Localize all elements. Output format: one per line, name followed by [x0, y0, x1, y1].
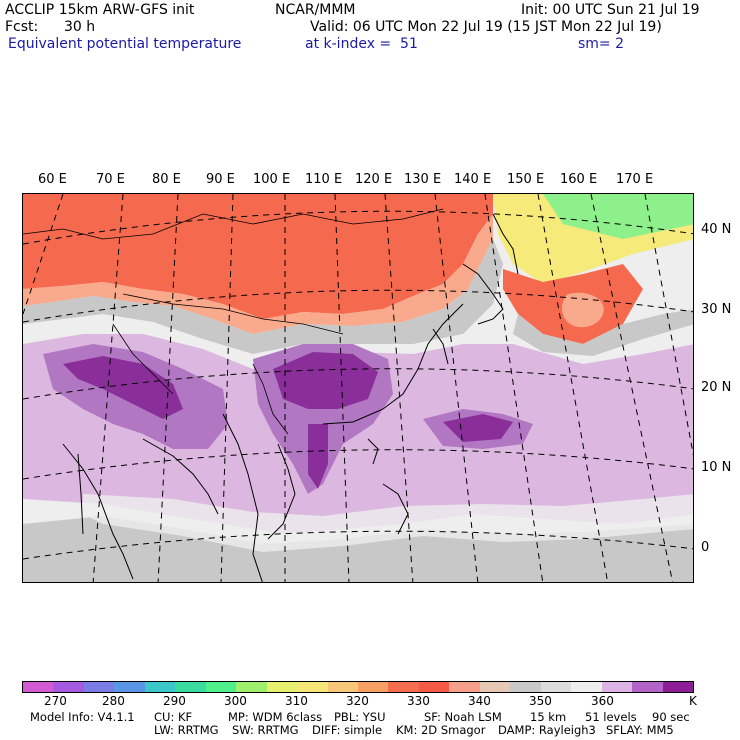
colorbar-swatch	[175, 682, 206, 692]
map-panel	[22, 193, 694, 583]
colorbar-swatch	[236, 682, 267, 692]
dark-purple-india	[63, 356, 183, 419]
model-info-lw: LW: RRTMG	[154, 723, 219, 737]
forecast-value: 30 h	[64, 19, 96, 35]
colorbar-swatch	[510, 682, 541, 692]
lon-label: 60 E	[38, 172, 67, 187]
colorbar-tick: 280	[102, 694, 125, 708]
colorbar-swatch	[327, 682, 358, 692]
grey-band-pacific	[513, 309, 693, 356]
model-info-damp: DAMP: Rayleigh3	[498, 723, 596, 737]
lat-label: 30 N	[701, 302, 732, 317]
colorbar-swatch	[114, 682, 145, 692]
model-info-km: KM: 2D Smagor	[396, 723, 486, 737]
colorbar-swatch	[449, 682, 480, 692]
lat-label: 40 N	[701, 222, 732, 237]
colorbar-tick: 340	[468, 694, 491, 708]
dark-purple-pacific	[443, 414, 513, 442]
colorbar-swatch	[144, 682, 176, 692]
warm-region-continent	[23, 194, 493, 319]
level-label: at k-index = 51	[305, 36, 418, 52]
lon-label: 80 E	[152, 172, 181, 187]
model-info-pbl: PBL: YSU	[334, 710, 386, 724]
colorbar-tick: 320	[346, 694, 369, 708]
colorbar-tick: 350	[529, 694, 552, 708]
lon-label: 130 E	[404, 172, 442, 187]
model-title: ACCLIP 15km ARW-GFS init	[5, 2, 195, 18]
colorbar-swatch	[83, 682, 115, 692]
colorbar-swatch	[662, 682, 693, 692]
model-info-sflay: SFLAY: MM5	[606, 723, 674, 737]
init-time: Init: 00 UTC Sun 21 Jul 19	[521, 2, 700, 18]
colorbar-unit: K	[689, 694, 697, 708]
colorbar-swatch	[357, 682, 389, 692]
model-info-mp: MP: WDM 6class	[228, 710, 323, 724]
model-info-cu: CU: KF	[154, 710, 193, 724]
lon-label: 110 E	[305, 172, 343, 187]
colorbar-swatch	[205, 682, 237, 692]
dark-purple-china	[273, 352, 378, 409]
colorbar-tick: 360	[591, 694, 614, 708]
model-info-res: 15 km	[530, 710, 567, 724]
lat-label: 20 N	[701, 380, 732, 395]
colorbar-swatch	[479, 682, 511, 692]
model-info-version: Model Info: V4.1.1	[30, 710, 135, 724]
colorbar-swatch	[418, 682, 450, 692]
colorbar-tick: 290	[163, 694, 186, 708]
model-info-sw: SW: RRTMG	[232, 723, 299, 737]
smoothing-label: sm= 2	[578, 36, 625, 52]
latlon-grid	[23, 194, 693, 582]
model-info-levels: 51 levels	[585, 710, 637, 724]
lon-label: 170 E	[616, 172, 654, 187]
lon-label: 150 E	[507, 172, 545, 187]
org-label: NCAR/MMM	[275, 2, 356, 18]
light-south	[83, 494, 693, 552]
lon-label: 140 E	[454, 172, 492, 187]
lon-label: 120 E	[355, 172, 393, 187]
colorbar-swatch	[540, 682, 572, 692]
yellow-band-pacific	[493, 194, 693, 284]
colorbar-tick: 270	[44, 694, 67, 708]
salmon-swirl-pacific	[561, 292, 604, 328]
colorbar-swatch	[53, 682, 84, 692]
colorbar-swatch	[23, 682, 54, 692]
colorbar-swatch	[571, 682, 602, 692]
colorbar-swatch	[297, 682, 328, 692]
colorbar-tick: 300	[224, 694, 247, 708]
lon-label: 70 E	[96, 172, 125, 187]
colorbar-tick: 330	[407, 694, 430, 708]
field-name: Equivalent potential temperature	[8, 36, 242, 52]
colorbar-swatch	[266, 682, 298, 692]
lat-label: 0	[701, 540, 710, 555]
model-info-timestep: 90 sec	[652, 710, 690, 724]
dark-purple-vietnam	[308, 424, 328, 489]
colorbar-swatch	[601, 682, 633, 692]
model-info-sf: SF: Noah LSM	[424, 710, 502, 724]
model-info-diff: DIFF: simple	[312, 723, 383, 737]
lon-label: 100 E	[253, 172, 291, 187]
colorbar-swatch	[632, 682, 663, 692]
colorbar-swatch	[388, 682, 419, 692]
colorbar-tick: 310	[285, 694, 308, 708]
theta-e-map	[23, 194, 693, 582]
lon-label: 160 E	[560, 172, 598, 187]
grey-band-continent	[23, 239, 503, 354]
lon-label: 90 E	[206, 172, 235, 187]
forecast-label: Fcst:	[5, 19, 39, 35]
lat-label: 10 N	[701, 460, 732, 475]
colorbar	[22, 681, 694, 693]
valid-time: Valid: 06 UTC Mon 22 Jul 19 (15 JST Mon …	[310, 19, 662, 35]
